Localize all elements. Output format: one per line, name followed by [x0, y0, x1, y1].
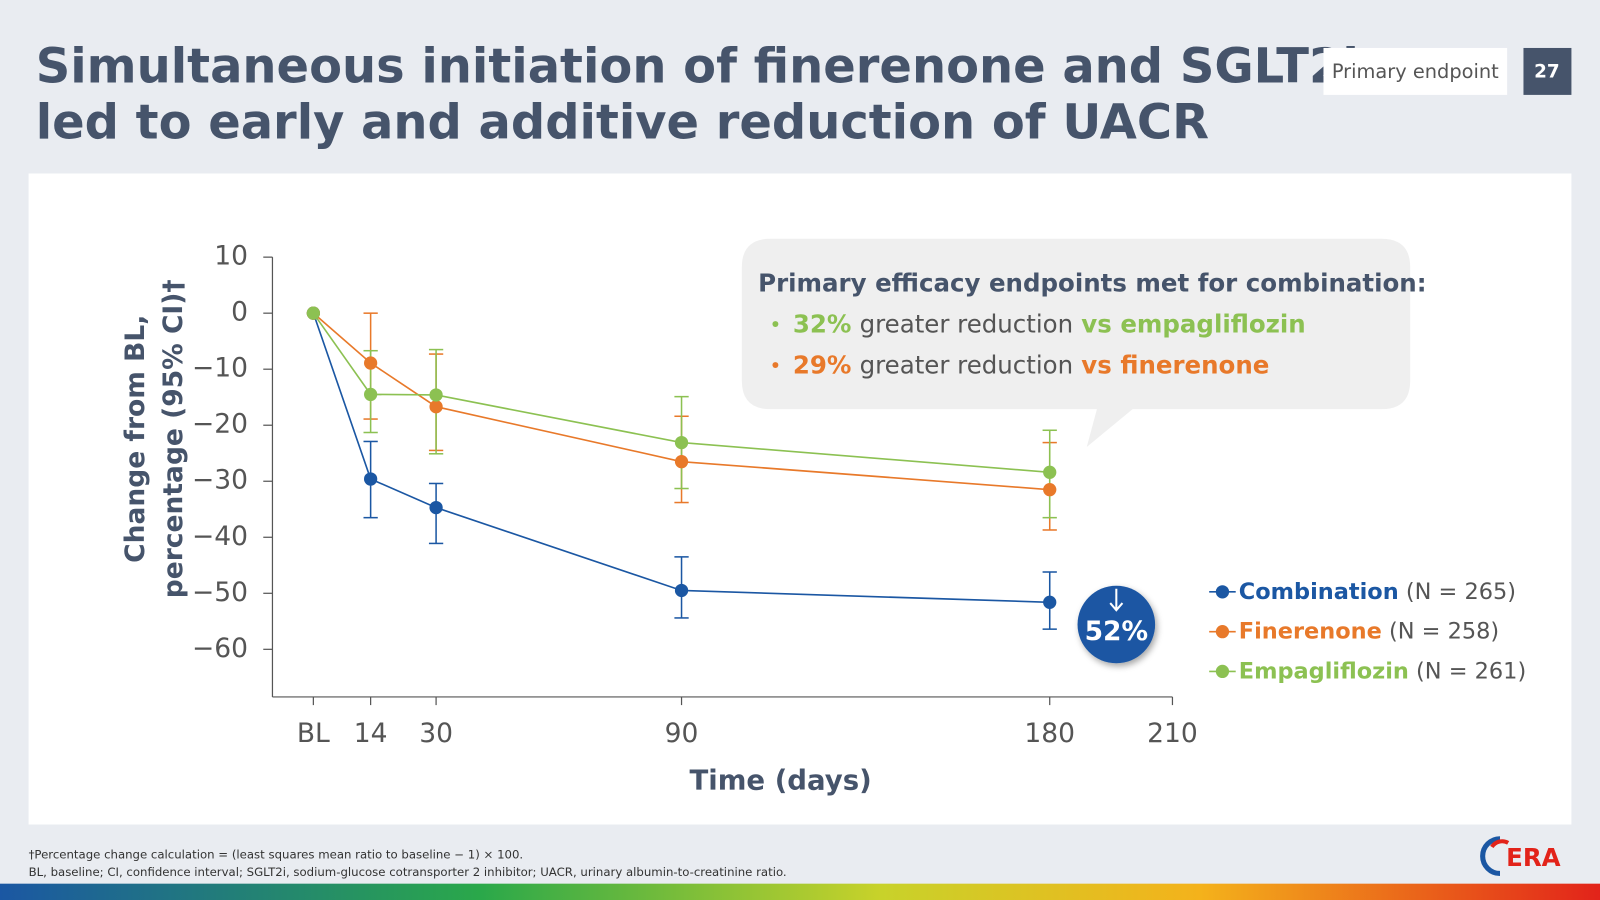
callout-segment: 32%	[793, 310, 852, 339]
y-tick-label: 10	[214, 241, 248, 272]
legend-marker	[1215, 625, 1230, 639]
y-tick-label: −50	[192, 577, 248, 608]
data-point	[674, 583, 689, 598]
badge-text: 52%	[1085, 616, 1148, 647]
callout-box	[741, 238, 1411, 447]
x-tick-label: 90	[665, 718, 699, 749]
x-tick-label: BL	[297, 718, 330, 749]
badge-box	[1323, 47, 1508, 95]
chart: 10 0 −10 −20 −30 −40 −50 −60 BL 14 30 90 180 210 Time …	[120, 238, 1526, 797]
data-point	[429, 400, 443, 414]
x-tick-label: 30	[419, 718, 453, 749]
y-axis-label: Change from BL,	[120, 315, 151, 563]
logo-arc	[1490, 839, 1510, 849]
y-axis-label: percentage (95% CI)†	[158, 279, 189, 598]
y-tick-label: −30	[192, 465, 248, 496]
legend-entry: Empagliflozin (N = 261)	[1239, 658, 1526, 684]
data-point	[429, 388, 443, 402]
data-point	[674, 435, 689, 450]
badge-arrow	[1109, 588, 1124, 612]
bullet-dot: •	[769, 353, 781, 377]
y-tick-label: −60	[192, 633, 248, 664]
callout-segment: vs empagliflozin	[1081, 310, 1305, 339]
legend-name: Finerenone	[1239, 618, 1382, 644]
data-point	[1043, 465, 1057, 479]
legend-name: Combination	[1239, 578, 1399, 604]
y-tick-label: −10	[192, 353, 248, 384]
data-point	[674, 455, 689, 469]
legend-entry: Combination (N = 265)	[1239, 578, 1516, 604]
logo-arc	[1480, 836, 1501, 877]
legend-entry: Finerenone (N = 258)	[1239, 618, 1499, 644]
legend-name: Empagliflozin	[1239, 658, 1409, 684]
data-point	[429, 500, 443, 515]
data-point	[1043, 483, 1057, 497]
x-tick-label: 180	[1024, 718, 1075, 749]
data-point	[1043, 595, 1057, 609]
legend-marker	[1215, 664, 1230, 679]
legend-n: (N = 258)	[1389, 618, 1499, 644]
y-tick-label: 0	[231, 297, 248, 328]
title-line: Simultaneous initiation of finerenone an…	[36, 38, 1359, 94]
y-tick-label: −20	[192, 409, 248, 440]
x-tick-label: 14	[354, 718, 388, 749]
legend-n: (N = 261)	[1416, 658, 1526, 684]
title-line: led to early and additive reduction of U…	[36, 95, 1209, 151]
reduction-badge	[1077, 585, 1156, 664]
bullet-dot: •	[769, 313, 781, 337]
footnote: †Percentage change calculation = (least …	[29, 848, 524, 862]
y-tick-label: −40	[192, 521, 248, 552]
legend-marker	[1215, 585, 1230, 599]
x-tick-label: 210	[1147, 718, 1198, 749]
badge-text: Primary endpoint	[1332, 60, 1499, 83]
rainbow-strip	[0, 883, 1600, 900]
callout-segment: greater reduction	[860, 350, 1074, 379]
legend-n: (N = 265)	[1406, 578, 1516, 604]
footnote: BL, baseline; CI, confidence interval; S…	[29, 865, 787, 879]
page-number: 27	[1534, 61, 1560, 82]
callout-segment: vs finerenone	[1081, 350, 1269, 379]
data-point	[363, 356, 378, 370]
callout-bullet: 29% greater reduction vs finerenone	[793, 350, 1270, 379]
callout-segment: greater reduction	[860, 310, 1074, 339]
data-point	[363, 472, 378, 486]
page-number-box	[1523, 47, 1572, 95]
data-point	[306, 306, 320, 320]
callout-segment: 29%	[793, 350, 852, 379]
logo-text: ERA	[1506, 843, 1561, 872]
callout-bullet: 32% greater reduction vs empagliflozin	[793, 310, 1306, 339]
callout-heading: Primary efficacy endpoints met for combi…	[758, 269, 1426, 298]
data-point	[363, 387, 378, 402]
x-axis-label: Time (days)	[690, 765, 872, 797]
